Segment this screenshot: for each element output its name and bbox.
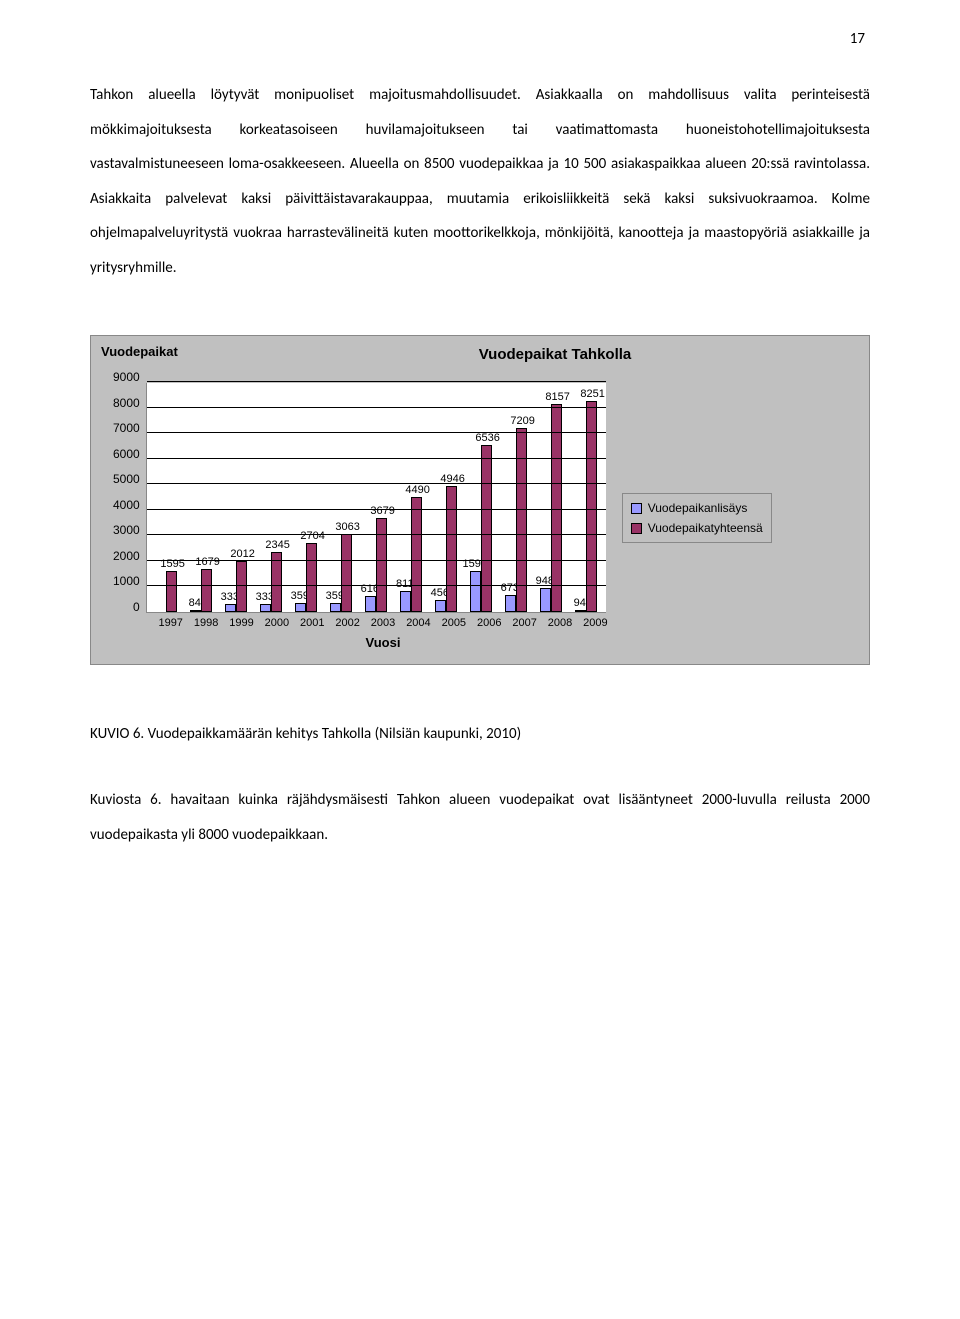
x-tick: 2006 [472,617,507,629]
analysis-paragraph: Kuviosta 6. havaitaan kuinka räjähdysmäi… [90,783,870,852]
body-paragraph: Tahkon alueella löytyvät monipuoliset ma… [90,78,870,285]
bar: 1590 [470,571,481,612]
chart-x-label: Vuosi [153,629,613,664]
bar-value-label: 2345 [265,539,289,551]
x-tick: 2003 [365,617,400,629]
x-tick: 1997 [153,617,188,629]
bar-group: 6737209 [499,383,534,612]
bar-value-label: 3063 [335,521,359,533]
legend-label: Vuodepaikanlisäys [648,501,748,515]
x-tick: 1999 [224,617,259,629]
bar-group: 6163679 [359,383,394,612]
bar-group: 15906536 [464,383,499,612]
bar-group: 4564946 [429,383,464,612]
gridline [147,483,606,484]
chart-bars: 1595841679333201233323453592704359306361… [147,383,606,612]
figure-caption: KUVIO 6. Vuodepaikkamäärän kehitys Tahko… [90,725,870,743]
bar-value-label: 84 [189,597,201,609]
gridline [147,458,606,459]
bar-value-label: 94 [574,597,586,609]
gridline [147,585,606,586]
x-tick: 2005 [436,617,471,629]
gridline [147,381,606,382]
gridline [147,432,606,433]
bar-group: 841679 [184,383,219,612]
bar: 4490 [411,497,422,612]
legend-item: Vuodepaikatyhteensä [631,518,763,538]
bar-group: 1595 [149,383,184,612]
bar: 2704 [306,543,317,612]
bar: 359 [330,603,341,612]
bar: 359 [295,603,306,612]
bar-group: 3592704 [289,383,324,612]
bar: 673 [505,595,516,612]
bar: 94 [575,610,586,612]
legend-swatch [631,503,642,514]
chart-y-label: Vuodepaikat [101,344,178,359]
bar-value-label: 2012 [230,548,254,560]
bar-group: 3593063 [324,383,359,612]
chart-title: Vuodepaikat Tahkolla [91,336,869,383]
bar: 7209 [516,428,527,612]
bar: 456 [435,600,446,612]
bar-group: 8114490 [394,383,429,612]
bar-value-label: 1679 [195,556,219,568]
page-number: 17 [90,30,870,48]
bar-value-label: 2704 [300,530,324,542]
chart-legend: Vuodepaikanlisäys Vuodepaikatyhteensä [622,493,772,543]
chart-body: 9000800070006000500040003000200010000 15… [91,383,869,613]
bar: 811 [400,591,411,612]
x-tick: 2001 [295,617,330,629]
bar-group: 333 2012 [219,383,254,612]
bar: 8157 [551,404,562,612]
bar: 333 [260,604,271,613]
bar: 3063 [341,534,352,612]
bar: 4946 [446,486,457,612]
bar: 616 [365,596,376,612]
x-tick: 2008 [542,617,577,629]
bar-group: 94 8251 [569,383,604,612]
chart-panel: Vuodepaikat Vuodepaikat Tahkolla 9000800… [90,335,870,665]
bar-value-label: 7209 [510,415,534,427]
bar-group: 9488157 [534,383,569,612]
chart-y-axis: 9000800070006000500040003000200010000 [113,383,146,613]
x-tick: 2009 [578,617,613,629]
bar: 333 [225,604,236,613]
x-tick: 2007 [507,617,542,629]
bar: 2345 [271,552,282,612]
bar: 84 [190,610,201,612]
bar-group: 3332345 [254,383,289,612]
gridline [147,509,606,510]
chart-plot-area: 1595841679333201233323453592704359306361… [146,383,606,613]
x-tick: 1998 [188,617,223,629]
bar: 3679 [376,518,387,612]
gridline [147,534,606,535]
legend-item: Vuodepaikanlisäys [631,498,763,518]
gridline [147,560,606,561]
bar-value-label: 6536 [475,432,499,444]
bar-value-label: 8157 [545,391,569,403]
bar-value-label: 3679 [370,505,394,517]
x-tick: 2004 [401,617,436,629]
x-tick: 2002 [330,617,365,629]
chart-x-axis: 1997199819992000200120022003200420052006… [153,613,613,629]
legend-label: Vuodepaikatyhteensä [648,521,763,535]
bar-value-label: 4490 [405,484,429,496]
gridline [147,407,606,408]
bar: 1595 [166,571,177,612]
x-tick: 2000 [259,617,294,629]
bar-value-label: 8251 [580,388,604,400]
bar: 948 [540,588,551,612]
bar: 1679 [201,569,212,612]
bar: 6536 [481,445,492,612]
legend-swatch [631,523,642,534]
chart-container: Vuodepaikat Vuodepaikat Tahkolla 9000800… [90,335,870,665]
